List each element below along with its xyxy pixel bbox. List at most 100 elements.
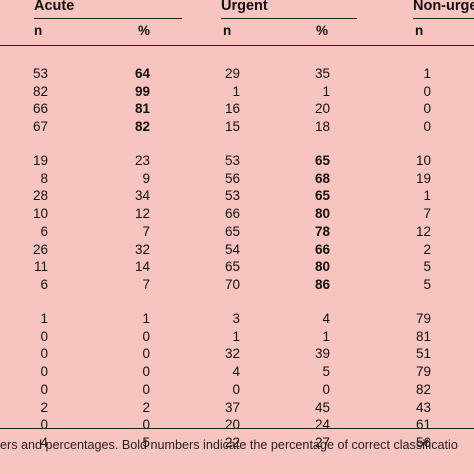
cell-acute-pct: 7 xyxy=(142,223,150,239)
cell-urgent-pct: 18 xyxy=(314,119,330,135)
cell-non-urgent-n: 12 xyxy=(415,223,431,239)
cell-acute-n: 28 xyxy=(32,188,48,204)
subheader-rule xyxy=(0,45,474,46)
cell-non-urgent-n: 82 xyxy=(415,381,431,397)
subheader-acute-pct: % xyxy=(137,23,150,38)
cell-acute-pct: 23 xyxy=(134,153,150,168)
cell-acute-pct: 14 xyxy=(134,259,150,275)
cell-acute-pct: 64 xyxy=(134,66,150,81)
cell-urgent-pct: 86 xyxy=(314,276,330,292)
cell-non-urgent-n: 0 xyxy=(423,83,431,99)
header-underline-urgent xyxy=(221,18,357,19)
cell-urgent-n: 56 xyxy=(224,170,240,186)
cell-urgent-n: 53 xyxy=(224,188,240,204)
subheader-urgent-n: n xyxy=(223,23,232,38)
cell-urgent-n: 15 xyxy=(224,119,240,135)
cell-acute-n: 66 xyxy=(32,101,48,117)
cell-non-urgent-n: 61 xyxy=(415,417,431,433)
cell-urgent-n: 22 xyxy=(224,434,240,450)
cell-acute-pct: 0 xyxy=(142,364,150,380)
cell-acute-pct: 0 xyxy=(142,328,150,344)
cell-urgent-n: 0 xyxy=(232,381,240,397)
cell-urgent-pct: 4 xyxy=(322,311,330,326)
cell-acute-n: 4 xyxy=(40,434,48,450)
cell-acute-pct: 7 xyxy=(142,276,150,292)
cell-non-urgent-n: 56 xyxy=(415,434,431,450)
cell-urgent-pct: 24 xyxy=(314,417,330,433)
cell-non-urgent-n: 1 xyxy=(423,66,431,81)
cell-acute-n: 19 xyxy=(32,153,48,168)
cell-acute-pct: 32 xyxy=(134,241,150,257)
cell-acute-n: 6 xyxy=(40,276,48,292)
cell-urgent-pct: 78 xyxy=(314,223,330,239)
cell-acute-pct: 0 xyxy=(142,417,150,433)
cell-acute-n: 0 xyxy=(40,417,48,433)
cell-urgent-pct: 45 xyxy=(314,399,330,415)
cell-urgent-pct: 27 xyxy=(314,434,330,450)
cell-acute-n: 26 xyxy=(32,241,48,257)
subheader-non-urgent-n: n xyxy=(415,23,424,38)
cell-acute-n: 6 xyxy=(40,223,48,239)
cell-non-urgent-n: 1 xyxy=(423,188,431,204)
cell-urgent-n: 53 xyxy=(224,153,240,168)
subheader-acute-n: n xyxy=(34,23,43,38)
cell-non-urgent-n: 19 xyxy=(415,170,431,186)
cell-acute-n: 0 xyxy=(40,381,48,397)
cell-acute-pct: 0 xyxy=(142,381,150,397)
cell-acute-n: 11 xyxy=(33,259,48,275)
cell-urgent-n: 66 xyxy=(224,206,240,222)
cell-urgent-pct: 35 xyxy=(314,66,330,81)
cell-acute-pct: 34 xyxy=(134,188,150,204)
cell-urgent-pct: 80 xyxy=(314,259,330,275)
cell-non-urgent-n: 10 xyxy=(415,153,431,168)
table-footnote: ers and percentages. Bold numbers indica… xyxy=(0,438,458,452)
cell-urgent-n: 54 xyxy=(224,241,240,257)
cell-acute-pct: 99 xyxy=(134,83,150,99)
subheader-urgent-pct: % xyxy=(315,23,328,38)
cell-urgent-pct: 20 xyxy=(314,101,330,117)
cell-acute-n: 0 xyxy=(40,364,48,380)
cell-non-urgent-n: 51 xyxy=(415,346,431,362)
cell-acute-n: 2 xyxy=(40,399,48,415)
cell-acute-pct: 5 xyxy=(142,434,150,450)
cell-urgent-n: 65 xyxy=(224,259,240,275)
cell-urgent-pct: 39 xyxy=(314,346,330,362)
header-underline-acute xyxy=(34,18,182,19)
cell-urgent-pct: 1 xyxy=(322,328,330,344)
cell-urgent-pct: 80 xyxy=(314,206,330,222)
cell-non-urgent-n: 79 xyxy=(415,311,431,326)
table-bottom-rule xyxy=(0,428,474,429)
cell-acute-pct: 12 xyxy=(134,206,150,222)
cell-urgent-pct: 5 xyxy=(322,364,330,380)
cell-non-urgent-n: 79 xyxy=(415,364,431,380)
cell-acute-n: 53 xyxy=(32,66,48,81)
cell-urgent-pct: 66 xyxy=(314,241,330,257)
cell-non-urgent-n: 2 xyxy=(423,241,431,257)
cell-urgent-pct: 65 xyxy=(314,188,330,204)
cell-acute-n: 82 xyxy=(32,83,48,99)
cell-urgent-n: 20 xyxy=(224,417,240,433)
cell-urgent-n: 1 xyxy=(232,328,240,344)
cell-urgent-n: 70 xyxy=(224,276,240,292)
cell-acute-pct: 1 xyxy=(142,311,150,326)
header-acute: Acute xyxy=(34,0,75,14)
cell-acute-pct: 9 xyxy=(142,170,150,186)
cell-urgent-n: 3 xyxy=(232,311,240,326)
header-non-urgent: Non-urge xyxy=(413,0,474,14)
header-urgent: Urgent xyxy=(221,0,268,14)
cell-acute-pct: 2 xyxy=(142,399,150,415)
cell-acute-pct: 81 xyxy=(134,101,150,117)
cell-urgent-n: 65 xyxy=(224,223,240,239)
cell-urgent-pct: 68 xyxy=(314,170,330,186)
cell-non-urgent-n: 81 xyxy=(415,328,431,344)
cell-acute-n: 67 xyxy=(32,119,48,135)
cell-urgent-n: 1 xyxy=(232,83,240,99)
cell-acute-n: 0 xyxy=(40,346,48,362)
cell-urgent-pct: 65 xyxy=(314,153,330,168)
cell-non-urgent-n: 0 xyxy=(423,119,431,135)
cell-urgent-n: 4 xyxy=(232,364,240,380)
cell-acute-n: 0 xyxy=(40,328,48,344)
cell-urgent-pct: 1 xyxy=(322,83,330,99)
cell-acute-n: 1 xyxy=(40,311,48,326)
